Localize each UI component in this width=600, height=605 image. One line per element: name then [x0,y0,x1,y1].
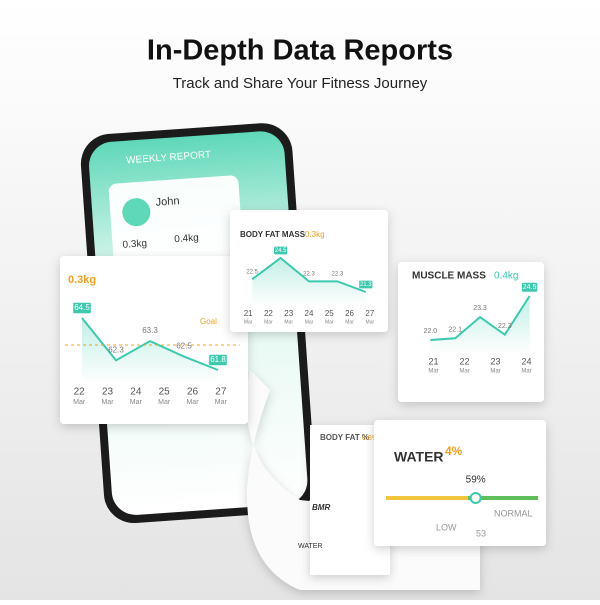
day-label: 22 [459,356,469,366]
area [82,318,218,384]
label-bg [73,302,91,314]
month-label: Mar [490,369,500,375]
data-label: 22.3 [332,271,344,277]
line [430,295,531,341]
month-label: Mar [345,319,354,325]
goal-label: Goal [200,317,217,326]
data-label: 63.3 [142,326,158,335]
day-label: 27 [365,309,374,318]
month-label: Mar [428,369,438,375]
data-label: 24.5 [275,248,287,254]
card-change: 0.3kg [305,230,325,239]
scale-tick: 53 [476,528,486,538]
month-label: Mar [459,369,469,375]
card-change: 4% [445,444,463,458]
gauge-low [386,496,468,500]
user-name: John [155,195,180,209]
water-card [374,420,546,546]
day-label: 24 [521,356,531,366]
data-label: 24.5 [523,284,537,291]
month-label: Mar [366,319,375,325]
month-label: Mar [284,319,293,325]
data-label: 64.5 [74,303,90,312]
day-label: 23 [284,309,293,318]
area [430,296,530,354]
card-change: 0.3kg [68,274,96,286]
card-change: 0.8% [362,435,378,442]
data-label: 62.5 [176,342,192,351]
data-label: 22.1 [448,326,462,333]
data-label: 22.3 [303,271,315,277]
stat: 0.4kg [174,233,199,246]
month-label: Mar [158,399,171,406]
gauge-normal [468,496,538,500]
month-label: Mar [186,399,199,406]
scale-label: LOW [436,522,457,532]
day-label: 23 [102,387,114,398]
card-change: 0.4kg [494,271,518,282]
data-label: 22.3 [498,323,512,330]
data-label: 23.3 [473,305,487,312]
day-label: 22 [264,309,273,318]
row-label: BMR [312,503,330,512]
data-label: 22.0 [424,328,438,335]
month-label: Mar [305,319,314,325]
card-title: MUSCLE MASS [412,271,486,282]
gauge-value: 59% [466,475,486,486]
month-label: Mar [264,319,273,325]
data-label: 61.8 [210,355,226,364]
month-label: Mar [325,319,334,325]
day-label: 21 [428,356,438,366]
day-label: 21 [244,309,253,318]
day-label: 25 [159,387,171,398]
day-label: 23 [490,356,500,366]
line [81,317,219,371]
label-bg [521,282,538,292]
month-label: Mar [130,399,143,406]
month-label: Mar [521,369,531,375]
label-bg [359,280,373,289]
day-label: 24 [130,387,142,398]
gauge-marker [469,492,482,504]
row-label: WATER [298,543,323,550]
month-label: Mar [244,319,253,325]
line [251,256,367,293]
month-label: Mar [73,399,86,406]
card-title: BODY FAT MASS [240,230,306,239]
data-label: 21.3 [360,282,372,288]
day-label: 24 [305,309,314,318]
day-label: 27 [215,387,227,398]
day-label: 26 [187,387,199,398]
data-label: 62.3 [108,345,124,354]
card-title: WATER [394,449,444,465]
stat: 0.3kg [122,238,147,251]
month-label: Mar [101,399,114,406]
day-label: 25 [325,309,334,318]
day-label: 26 [345,309,354,318]
day-label: 22 [74,387,86,398]
card-title: BODY FAT % [320,433,369,442]
scale-label: NORMAL [494,508,533,518]
title: In-Depth Data Reports [147,35,453,67]
data-label: 22.5 [246,269,258,275]
label-bg [209,354,227,366]
label-bg [274,246,288,255]
subtitle: Track and Share Your Fitness Journey [173,75,428,92]
month-label: Mar [215,399,228,406]
